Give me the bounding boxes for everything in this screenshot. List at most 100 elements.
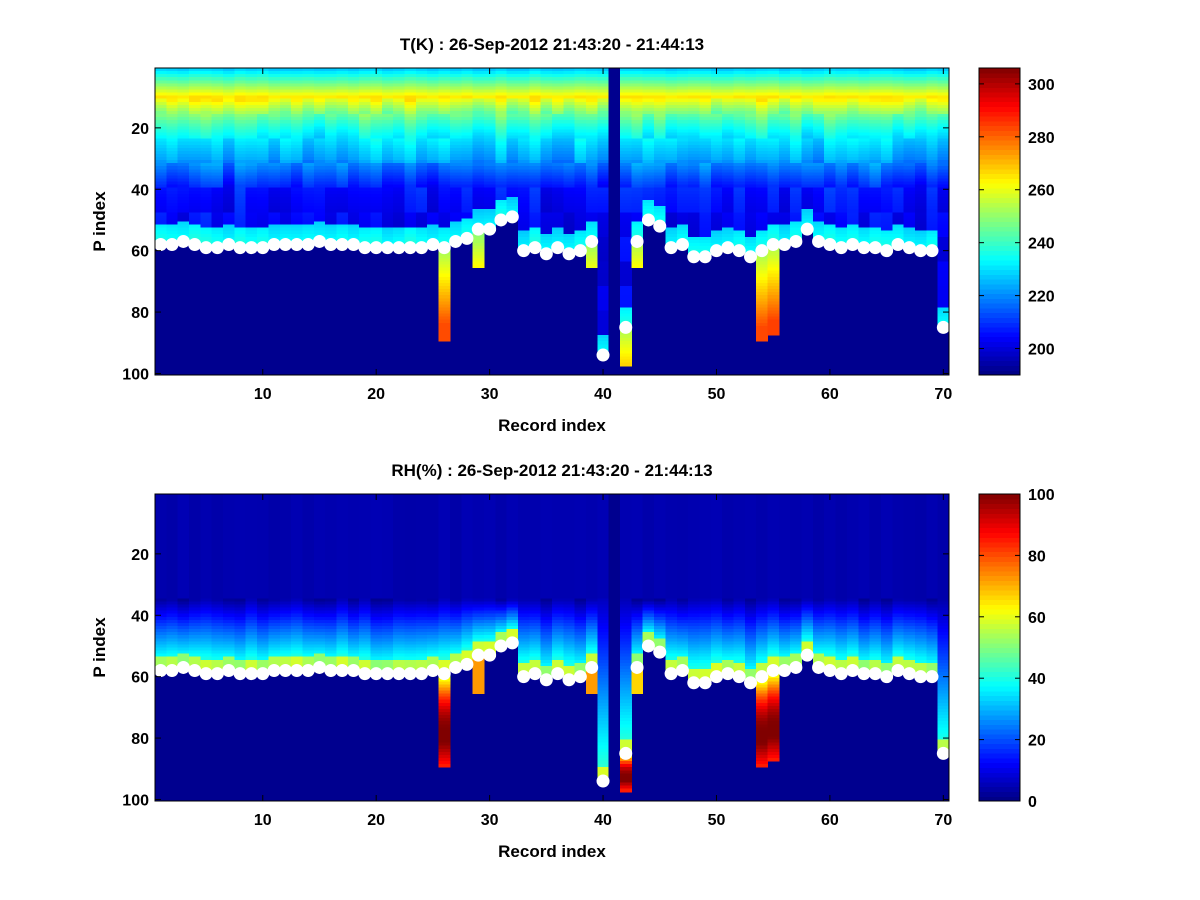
heatmap-cell xyxy=(359,144,372,149)
heatmap-cell xyxy=(563,74,576,78)
heatmap-cell xyxy=(914,215,927,219)
heatmap-cell xyxy=(574,178,587,183)
heatmap-cell xyxy=(245,101,258,106)
heatmap-cell xyxy=(586,181,598,186)
heatmap-cell xyxy=(189,71,201,75)
heatmap-cell xyxy=(189,86,201,90)
heatmap-cell xyxy=(903,86,916,90)
heatmap-cell xyxy=(155,110,167,115)
heatmap-cell xyxy=(302,71,315,75)
heatmap-cell xyxy=(835,236,848,241)
heatmap-cell xyxy=(778,203,791,207)
heatmap-cell xyxy=(177,503,190,507)
heatmap-cell xyxy=(449,114,462,118)
heatmap-cell xyxy=(722,114,734,118)
heatmap-cell xyxy=(880,126,893,130)
heatmap-cell xyxy=(767,307,780,312)
surface-marker xyxy=(290,238,304,252)
heatmap-cell xyxy=(279,227,292,232)
heatmap-cell xyxy=(393,120,406,124)
heatmap-cell xyxy=(880,77,893,81)
colorbar-segment xyxy=(979,168,1020,175)
heatmap-cell xyxy=(937,261,950,265)
heatmap-cell xyxy=(642,89,655,94)
heatmap-cell xyxy=(552,138,564,143)
heatmap-cell xyxy=(234,104,247,109)
surface-marker xyxy=(539,247,553,261)
heatmap-cell xyxy=(245,153,258,158)
colorbar-segment xyxy=(979,106,1020,112)
heatmap-cell xyxy=(529,233,542,238)
heatmap-cell xyxy=(699,206,712,210)
heatmap-cell xyxy=(790,135,803,140)
heatmap-cell xyxy=(200,147,213,152)
heatmap-cell xyxy=(778,178,791,183)
heatmap-cell xyxy=(744,196,757,201)
heatmap-cell xyxy=(767,71,780,75)
heatmap-cell xyxy=(654,74,666,78)
heatmap-cell xyxy=(529,221,542,226)
heatmap-cell xyxy=(325,101,337,106)
heatmap-cell xyxy=(812,224,825,229)
heatmap-cell xyxy=(914,110,927,115)
heatmap-cell xyxy=(586,117,598,121)
heatmap-cell xyxy=(189,129,201,133)
heatmap-cell xyxy=(257,604,269,609)
heatmap-cell xyxy=(926,184,939,189)
colorbar-segment xyxy=(979,197,1020,203)
surface-marker xyxy=(687,250,701,264)
heatmap-cell xyxy=(155,147,167,152)
heatmap-cell xyxy=(710,83,723,87)
heatmap-cell xyxy=(767,126,780,130)
heatmap-cell xyxy=(347,135,360,140)
heatmap-cell xyxy=(200,227,213,232)
heatmap-cell xyxy=(223,104,235,109)
heatmap-cell xyxy=(699,160,712,164)
heatmap-cell xyxy=(926,196,939,201)
heatmap-cell xyxy=(279,132,292,137)
heatmap-cell xyxy=(665,218,678,222)
heatmap-cell xyxy=(155,629,167,633)
heatmap-cell xyxy=(880,98,893,103)
heatmap-cell xyxy=(858,95,871,100)
heatmap-cell xyxy=(438,295,451,299)
heatmap-cell xyxy=(733,83,746,87)
heatmap-cell xyxy=(200,515,213,520)
heatmap-cell xyxy=(892,175,905,180)
heatmap-cell xyxy=(869,107,882,112)
heatmap-cell xyxy=(631,150,644,155)
heatmap-cell xyxy=(880,138,893,143)
heatmap-cell xyxy=(370,89,383,94)
heatmap-cell xyxy=(313,71,326,75)
heatmap-cell xyxy=(710,175,723,180)
heatmap-cell xyxy=(756,313,769,318)
heatmap-cell xyxy=(245,218,258,222)
heatmap-cell xyxy=(812,107,825,112)
heatmap-cell xyxy=(733,98,746,103)
heatmap-cell xyxy=(529,218,542,222)
heatmap-cell xyxy=(631,163,644,167)
heatmap-cell xyxy=(710,92,723,97)
heatmap-cell xyxy=(858,129,871,133)
heatmap-cell xyxy=(166,147,179,152)
heatmap-cell xyxy=(155,503,167,507)
heatmap-cell xyxy=(812,166,825,170)
heatmap-cell xyxy=(234,230,247,235)
heatmap-cell xyxy=(302,123,315,127)
heatmap-cell xyxy=(336,95,349,100)
heatmap-cell xyxy=(801,101,814,106)
heatmap-cell xyxy=(858,83,871,87)
heatmap-cell xyxy=(767,175,780,180)
heatmap-cell xyxy=(291,212,303,216)
heatmap-cell xyxy=(574,224,587,229)
heatmap-cell xyxy=(472,104,485,109)
heatmap-cell xyxy=(257,184,269,189)
heatmap-cell xyxy=(336,126,349,130)
heatmap-cell xyxy=(245,662,258,667)
heatmap-cell xyxy=(223,89,235,94)
heatmap-cell xyxy=(234,123,247,127)
heatmap-cell xyxy=(744,160,757,164)
heatmap-cell xyxy=(756,71,769,75)
heatmap-cell xyxy=(790,80,803,84)
heatmap-cell xyxy=(676,114,689,118)
